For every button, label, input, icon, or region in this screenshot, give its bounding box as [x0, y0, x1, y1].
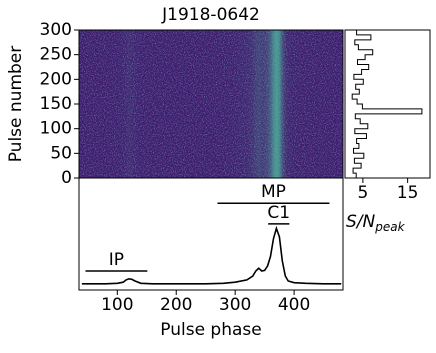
- heatmap-band: [79, 30, 343, 178]
- x-tick-label: 400: [278, 295, 310, 315]
- y-tick-label: 150: [40, 94, 72, 114]
- profile-frame: [78, 177, 344, 291]
- snr-frame: [344, 29, 431, 179]
- y-tick-label: 250: [40, 45, 72, 65]
- x-tick-label: 15: [397, 183, 419, 203]
- x-tick-label: 100: [101, 295, 133, 315]
- x-tick-label: 200: [160, 295, 192, 315]
- y-tick-label: 100: [40, 119, 72, 139]
- y-tick-label: 0: [61, 168, 72, 188]
- annotation-label: C1: [267, 203, 290, 223]
- snr-axis-label: S/Npeak: [346, 212, 406, 234]
- snr-line: [351, 29, 423, 178]
- annotation-label: IP: [109, 250, 124, 270]
- profile-line: [81, 225, 342, 285]
- annotation-label: MP: [261, 182, 286, 202]
- chart-title: J1918-0642: [161, 5, 260, 25]
- x-tick-label: 5: [357, 183, 368, 203]
- x-axis-label: Pulse phase: [160, 320, 261, 340]
- snr-label-sub: peak: [374, 220, 405, 234]
- y-tick-label: 200: [40, 69, 72, 89]
- snr-label-main: S/N: [346, 212, 376, 232]
- y-tick-label: 50: [50, 143, 72, 163]
- y-axis-label: Pulse number: [6, 46, 26, 163]
- x-tick-label: 300: [219, 295, 251, 315]
- y-tick-label: 300: [40, 20, 72, 40]
